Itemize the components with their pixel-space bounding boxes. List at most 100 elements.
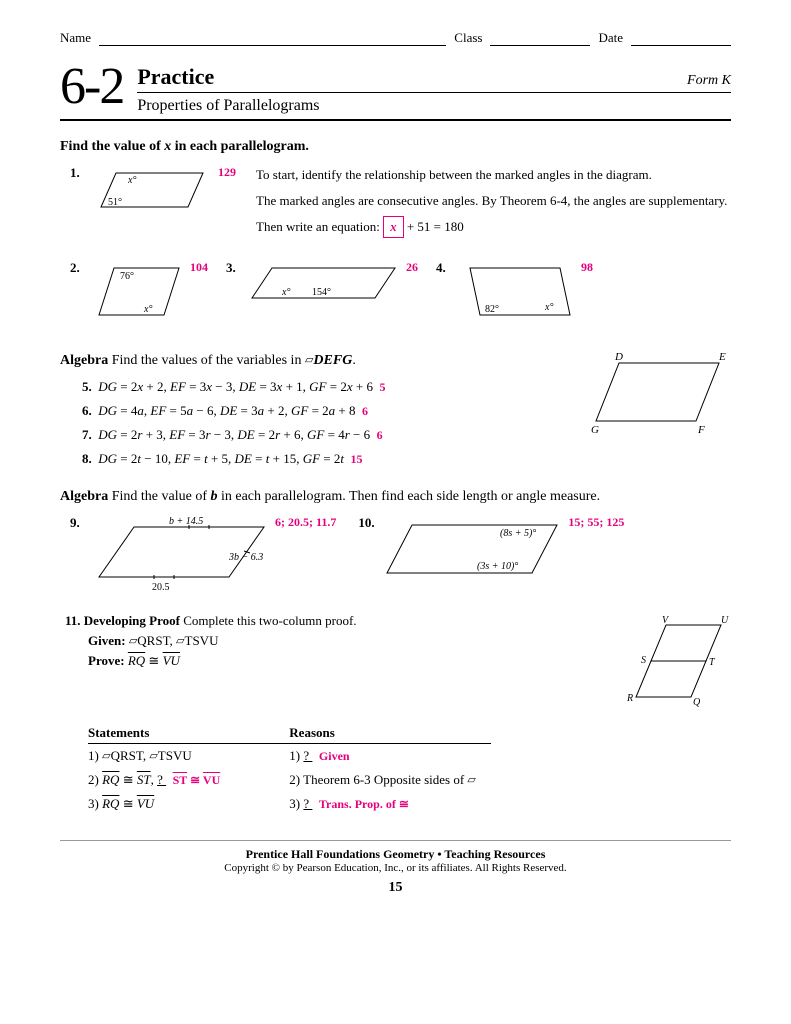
svg-text:(8s + 5)°: (8s + 5)° (500, 528, 536, 539)
prob-num: 9. (70, 515, 88, 531)
proof-row-1: 1) ▱QRST, ▱TSVU 1) ? Given (88, 744, 491, 768)
answer-7: 6 (377, 428, 383, 442)
answer-box: x (383, 216, 404, 238)
problem-1: 1. x° 51° 129 To start, identify the rel… (70, 165, 731, 244)
parallelogram-2: 76° x° (94, 260, 184, 325)
problem-6: 6. DG = 4a, EF = 5a − 6, DE = 3a + 2, GF… (82, 403, 571, 419)
prob-num: 11. (65, 613, 81, 628)
prob-num: 3. (226, 260, 244, 276)
svg-text:76°: 76° (120, 271, 134, 282)
worksheet-header: Name Class Date (60, 30, 731, 46)
parallelogram-defg: D E F G (591, 349, 731, 439)
footer-title: Prentice Hall Foundations Geometry • Tea… (60, 847, 731, 862)
svg-text:U: U (721, 615, 729, 626)
answer-9: 6; 20.5; 11.7 (275, 515, 336, 530)
svg-text:E: E (718, 351, 726, 363)
prob-num: 4. (436, 260, 454, 276)
problem-8: 8. DG = 2t − 10, EF = t + 5, DE = t + 15… (82, 451, 571, 467)
prob-num: 8. (82, 451, 92, 466)
lesson-subtitle: Properties of Parallelograms (137, 97, 731, 115)
parallelogram-1: x° 51° (98, 165, 208, 215)
name-label: Name (60, 30, 91, 46)
prob-num: 5. (82, 379, 92, 394)
proof-table: Statements Reasons 1) ▱QRST, ▱TSVU 1) ? … (88, 725, 491, 816)
footer-copyright: Copyright © by Pearson Education, Inc., … (60, 862, 731, 874)
answer-5: 5 (379, 380, 385, 394)
answer-8: 15 (351, 452, 363, 466)
proof-row-3: 3) RQ ≅ VU 3) ? Trans. Prop. of ≅ (88, 792, 491, 816)
answer-3: 26 (406, 260, 418, 275)
proof-diagram: V U S T R Q (591, 613, 731, 713)
given-line: Given: ▱QRST, ▱TSVU (88, 633, 571, 649)
parallelogram-4: x° 82° (460, 260, 575, 325)
prob-num: 10. (358, 515, 376, 531)
name-blank[interactable] (99, 30, 446, 46)
problem-11: 11. Developing Proof Complete this two-c… (60, 613, 731, 816)
problem-10: 10. (8s + 5)° (3s + 10)° 15; 55; 125 (358, 515, 624, 595)
reason-2: 2) Theorem 6-3 Opposite sides of ▱ (289, 772, 490, 788)
problem-7: 7. DG = 2r + 3, EF = 3r − 3, DE = 2r + 6… (82, 427, 571, 443)
form-label: Form K (687, 73, 731, 89)
answer-1: 129 (218, 165, 236, 180)
svg-text:3b − 6.3: 3b − 6.3 (228, 552, 263, 563)
problem-2: 2. 76° x° 104 (70, 260, 208, 325)
proof-title: Developing Proof (84, 613, 180, 628)
svg-text:x°: x° (127, 175, 136, 186)
prob-num: 1. (70, 165, 88, 181)
parallelogram-10: (8s + 5)° (3s + 10)° (382, 515, 562, 585)
problem-3: 3. x° 154° 26 (226, 260, 418, 325)
explain-line-3: Then write an equation: x + 51 = 180 (256, 216, 727, 238)
answer-10: 15; 55; 125 (568, 515, 624, 530)
proof-row-2: 2) RQ ≅ ST, ? ST ≅ VU 2) Theorem 6-3 Opp… (88, 768, 491, 792)
svg-text:20.5: 20.5 (152, 582, 170, 593)
statements-header: Statements (88, 725, 289, 741)
page-number: 15 (60, 880, 731, 896)
svg-text:x°: x° (281, 287, 290, 298)
svg-text:154°: 154° (312, 287, 331, 298)
date-blank[interactable] (631, 30, 731, 46)
explain-line-2: The marked angles are consecutive angles… (256, 191, 727, 211)
explain-line-1: To start, identify the relationship betw… (256, 165, 727, 185)
reasons-header: Reasons (289, 725, 490, 741)
problem-5: 5. DG = 2x + 2, EF = 3x − 3, DE = 3x + 1… (82, 379, 571, 395)
svg-text:S: S (641, 655, 646, 666)
lesson-header: 6-2 Practice Form K Properties of Parall… (60, 64, 731, 121)
answer-r3: Trans. Prop. of ≅ (319, 797, 409, 811)
problems-2-3-4: 2. 76° x° 104 3. x° 154° 26 4. x° 82° (70, 260, 731, 325)
prob-num: 2. (70, 260, 88, 276)
svg-text:R: R (626, 693, 633, 704)
parallelogram-9: b + 14.5 3b − 6.3 20.5 (94, 515, 269, 595)
problem-4: 4. x° 82° 98 (436, 260, 593, 325)
answer-r1: Given (319, 749, 350, 763)
problems-9-10: 9. b + 14.5 3b − 6.3 20.5 6; 20.5; 11.7 … (70, 515, 731, 595)
class-blank[interactable] (490, 30, 590, 46)
lesson-number: 6-2 (60, 64, 123, 111)
prove-line: Prove: RQ ≅ VU (88, 653, 571, 669)
prob-num: 6. (82, 403, 92, 418)
instruction-3: Algebra Find the value of b in each para… (60, 489, 731, 505)
parallelogram-3: x° 154° (250, 260, 400, 305)
date-label: Date (598, 30, 623, 46)
footer: Prentice Hall Foundations Geometry • Tea… (60, 840, 731, 874)
svg-text:G: G (591, 424, 599, 436)
answer-s2: ST ≅ VU (173, 773, 221, 787)
svg-text:(3s + 10)°: (3s + 10)° (477, 561, 518, 572)
svg-text:82°: 82° (485, 304, 499, 315)
prob-num: 7. (82, 427, 92, 442)
svg-text:x°: x° (143, 304, 152, 315)
answer-2: 104 (190, 260, 208, 275)
instruction-2: Algebra Find the values of the variables… (60, 353, 571, 369)
explain-1: To start, identify the relationship betw… (256, 165, 727, 244)
problem-9: 9. b + 14.5 3b − 6.3 20.5 6; 20.5; 11.7 (70, 515, 336, 595)
svg-text:F: F (697, 424, 705, 436)
class-label: Class (454, 30, 482, 46)
answer-6: 6 (362, 404, 368, 418)
instruction-1: Find the value of x in each parallelogra… (60, 139, 731, 155)
svg-text:T: T (709, 657, 716, 668)
svg-text:x°: x° (544, 302, 553, 313)
svg-text:V: V (662, 615, 670, 626)
svg-text:b + 14.5: b + 14.5 (169, 516, 203, 527)
practice-title: Practice (137, 64, 214, 90)
svg-text:51°: 51° (108, 197, 122, 208)
svg-text:Q: Q (693, 697, 701, 708)
